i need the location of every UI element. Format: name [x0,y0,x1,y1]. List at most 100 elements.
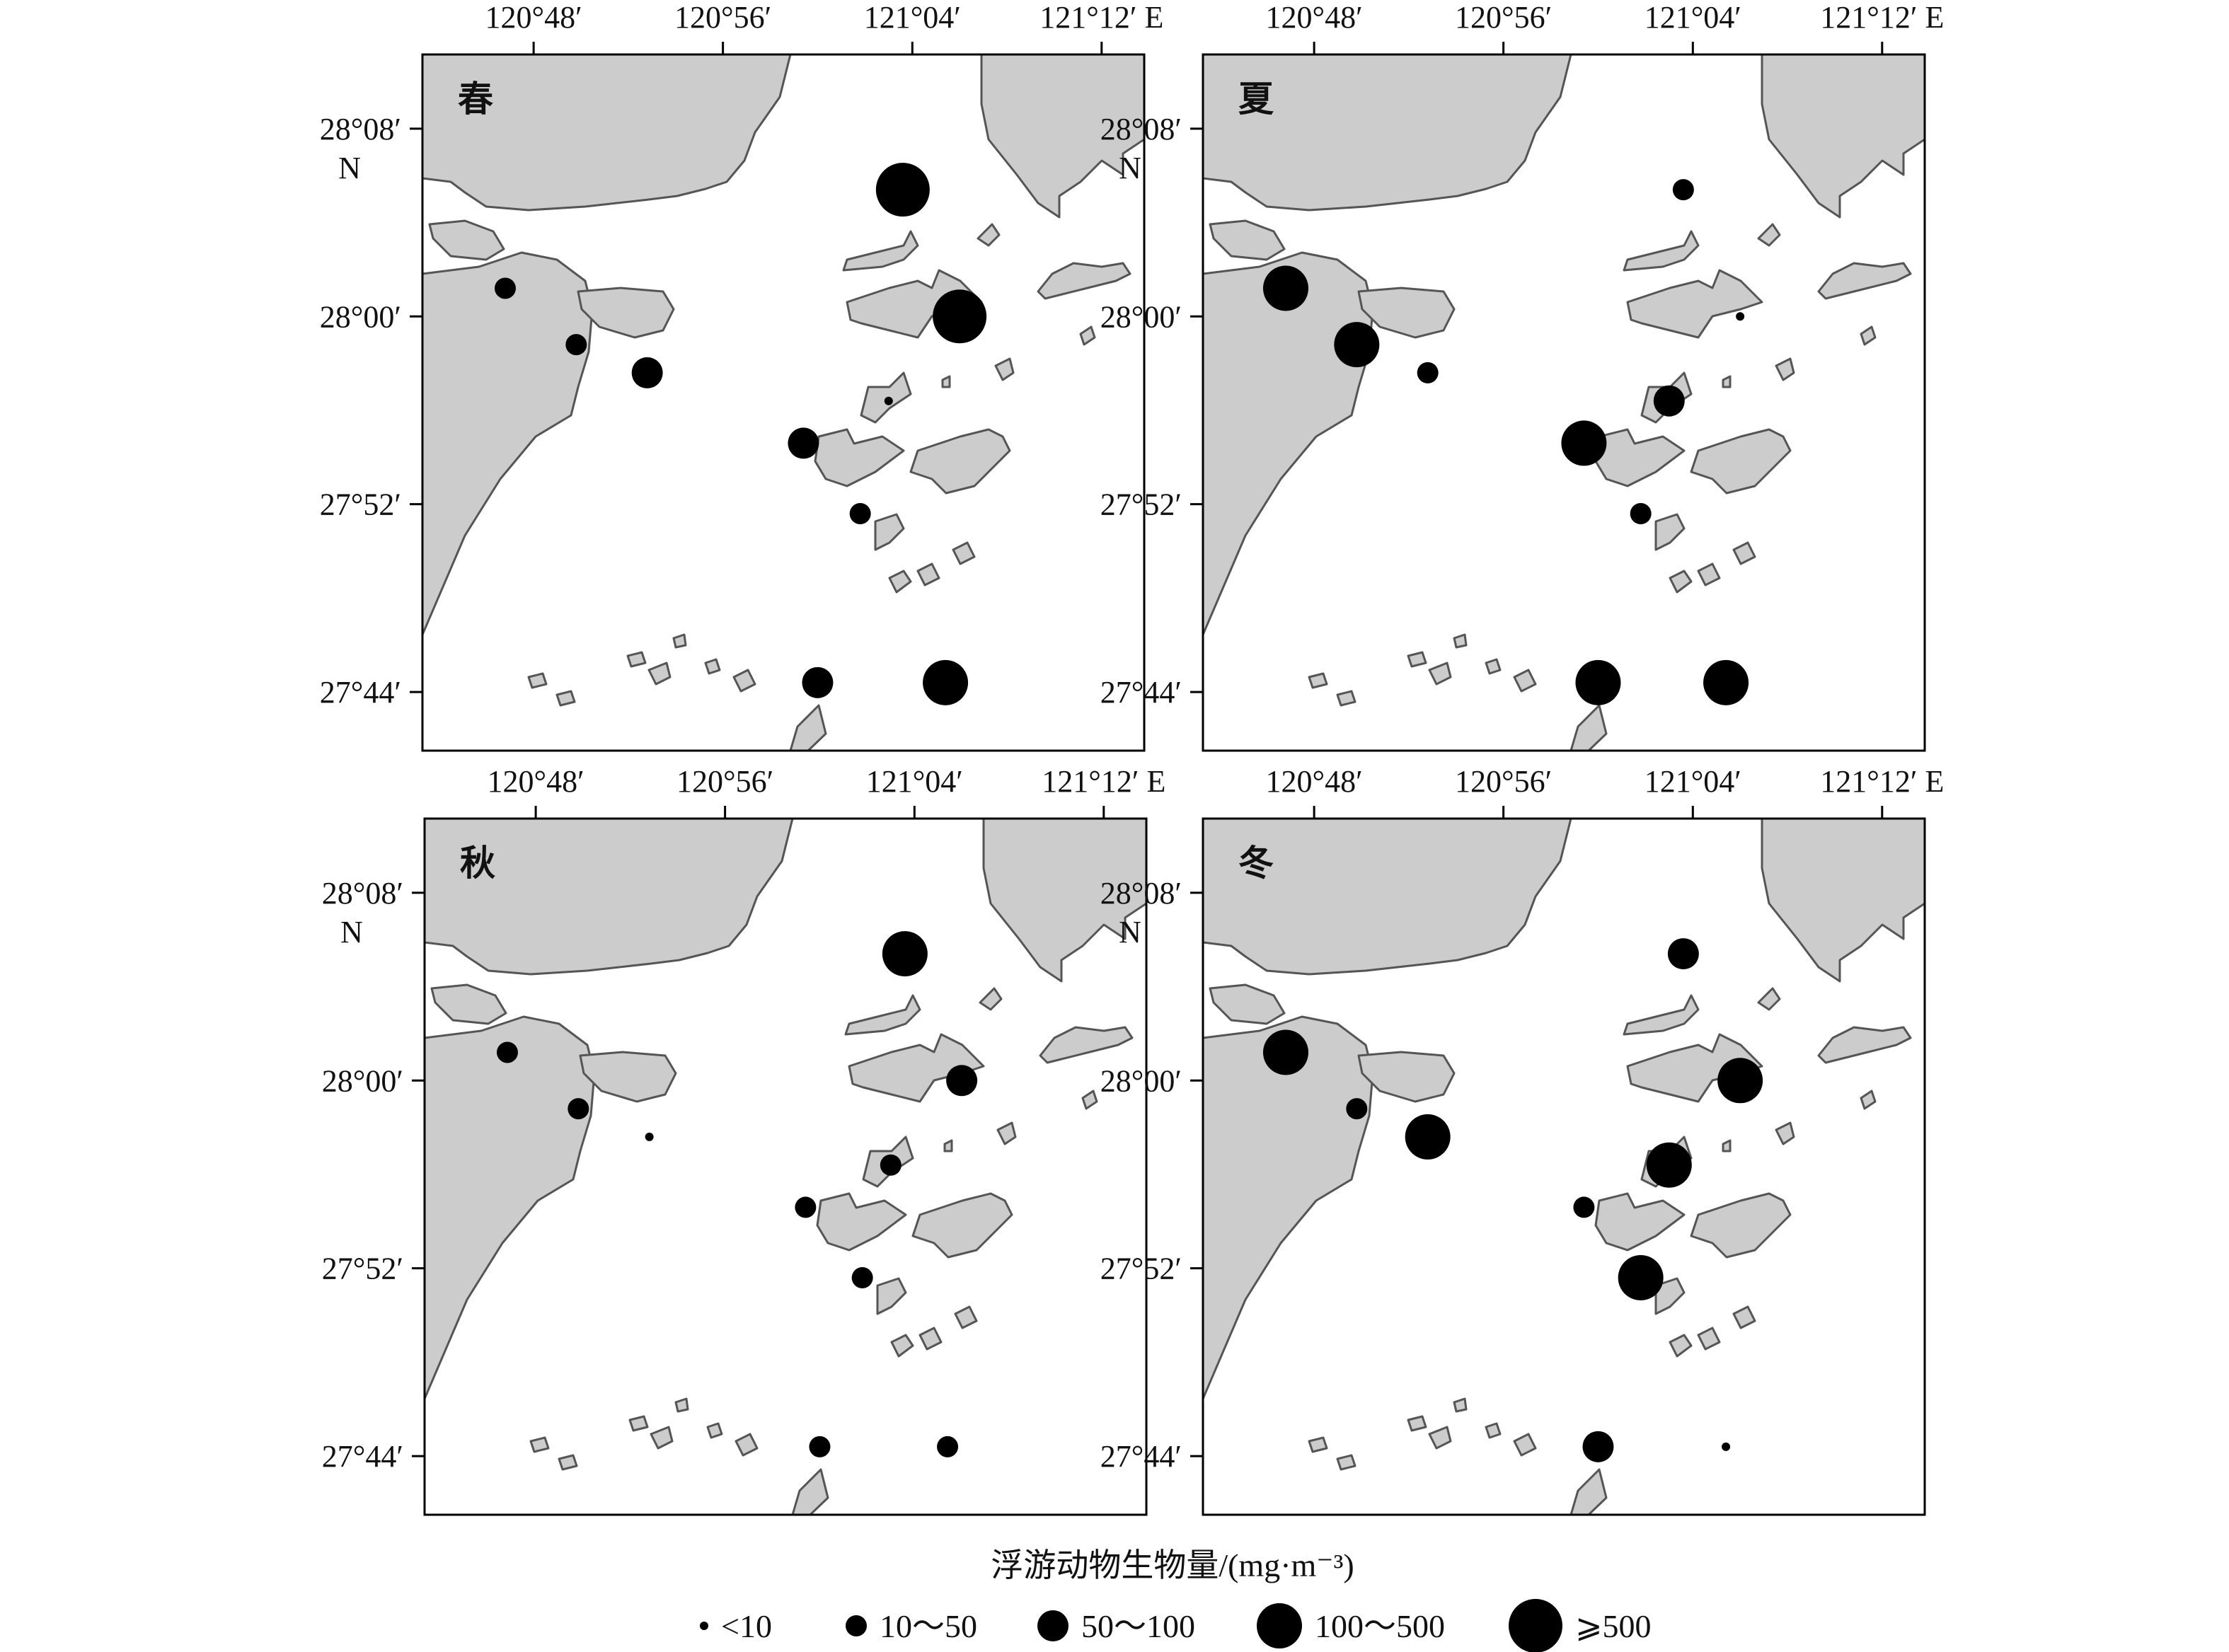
lon-tick-label: 121°04′ [1645,764,1741,799]
land-polygon [982,819,1146,983]
land-polygon [1428,1426,1452,1450]
land-polygon [579,1051,677,1103]
legend: 浮游动物生物量/(mg·m⁻³) <10 10～50 50～100 100～500 ⩾5… [700,1547,1652,1652]
land-polygon [980,54,1144,219]
lat-tick-label: 27°52′ [320,487,401,522]
land-polygon [430,983,507,1025]
land-polygon [842,230,919,272]
land-polygon [1357,1051,1456,1103]
land-polygon [628,1415,649,1432]
station-marker-s4 [795,1196,817,1218]
land-layer [422,54,1144,751]
land-polygon [918,1327,943,1351]
map-frame [421,53,1146,752]
land-polygon [1428,662,1452,686]
land-polygon [952,541,976,565]
land-polygon [954,1305,978,1329]
lon-tick-label: 120°48′ [1266,0,1363,35]
station-marker-s2 [568,1098,589,1120]
legend-symbol [1037,1610,1069,1641]
lat-tick-label: 28°08′ [1100,876,1182,911]
land-polygon [979,987,1003,1011]
land-polygon [1453,1397,1468,1413]
land-polygon [941,375,951,388]
lon-tick-label: 120°48′ [488,764,584,799]
station-marker-s8 [851,1266,873,1288]
land-polygon [874,513,905,551]
land-polygon [732,669,756,693]
land-polygon [848,1033,985,1103]
lon-tick-label: 120°48′ [1266,764,1363,799]
lon-tick-label: 121°12′ E [1820,764,1944,799]
north-unit-label: N [1119,915,1141,949]
land-polygon [1336,690,1357,707]
land-polygon [1732,1305,1756,1329]
land-polygon [1209,983,1286,1025]
land-polygon [1775,1121,1795,1145]
land-polygon [1209,219,1286,261]
station-marker-s1 [494,277,516,299]
station-marker-s5 [880,1154,902,1176]
lon-tick-label: 120°48′ [485,0,582,35]
land-polygon [704,658,721,675]
land-polygon [1594,428,1686,487]
land-polygon [1626,269,1763,339]
station-marker-s8 [1630,502,1652,524]
land-polygon [1079,325,1096,346]
station-marker-s7 [1717,1058,1763,1104]
station-marker-s9 [802,666,834,698]
north-unit-label: N [340,915,363,949]
land-polygon [1357,287,1456,339]
station-marker-s7 [1736,312,1745,321]
panel-winter: 120°48′ 120°56′ 121°04′ 121°12′ E 28°08′ N 28°… [1100,764,1944,1516]
lon-tick-label: 121°04′ [864,0,961,35]
land-polygon [1485,1422,1502,1439]
station-marker-s7 [933,289,987,344]
land-polygon [1336,1454,1357,1471]
lat-tick-label: 27°52′ [1100,487,1182,522]
land-polygon [674,1397,689,1413]
legend-label: 10～50 [880,1608,977,1644]
station-marker-s6 [882,931,928,977]
land-polygon [860,371,912,424]
legend-symbol [1509,1599,1562,1652]
land-polygon [706,1422,723,1439]
land-polygon [1407,1415,1427,1432]
station-marker-s5 [884,396,893,405]
north-unit-label: N [1119,151,1141,185]
legend-items: <10 10～50 50～100 100～500 ⩾500 [700,1599,1652,1652]
station-marker-s3 [1417,362,1439,383]
station-marker-s8 [1618,1254,1664,1300]
north-unit-label: N [338,151,361,185]
lon-tick-label: 120°56′ [676,764,773,799]
legend-symbol [846,1615,867,1636]
land-polygon [1697,562,1721,587]
land-polygon [1081,1090,1098,1110]
land-polygon [909,428,1011,495]
land-polygon [844,994,921,1036]
land-polygon [977,223,1001,247]
land-polygon [1654,513,1686,551]
season-label: 秋 [460,843,495,883]
land-polygon [527,672,548,689]
lat-tick-label: 28°00′ [322,1063,403,1098]
land-polygon [1757,223,1781,247]
land-polygon [1669,570,1693,594]
land-polygon [1654,1277,1686,1315]
panel-autumn: 120°48′ 120°56′ 121°04′ 121°12′ E 28°08′ N 28°… [322,764,1165,1516]
station-marker-s7 [946,1065,978,1097]
land-polygon [1513,1433,1537,1457]
land-polygon [672,633,687,649]
station-marker-s1 [1262,1029,1308,1075]
lon-tick-label: 121°12′ E [1820,0,1944,35]
season-label: 春 [458,79,493,119]
land-polygon [1453,633,1468,649]
lon-tick-label: 121°04′ [1645,0,1741,35]
lat-tick-label: 28°08′ [322,876,403,911]
lon-tick-label: 121°04′ [866,764,963,799]
lat-tick-label: 27°44′ [322,1439,403,1474]
land-polygon [816,1192,907,1252]
legend-label: 100～500 [1315,1608,1445,1644]
station-marker-s3 [631,357,663,388]
land-polygon [1037,262,1131,300]
